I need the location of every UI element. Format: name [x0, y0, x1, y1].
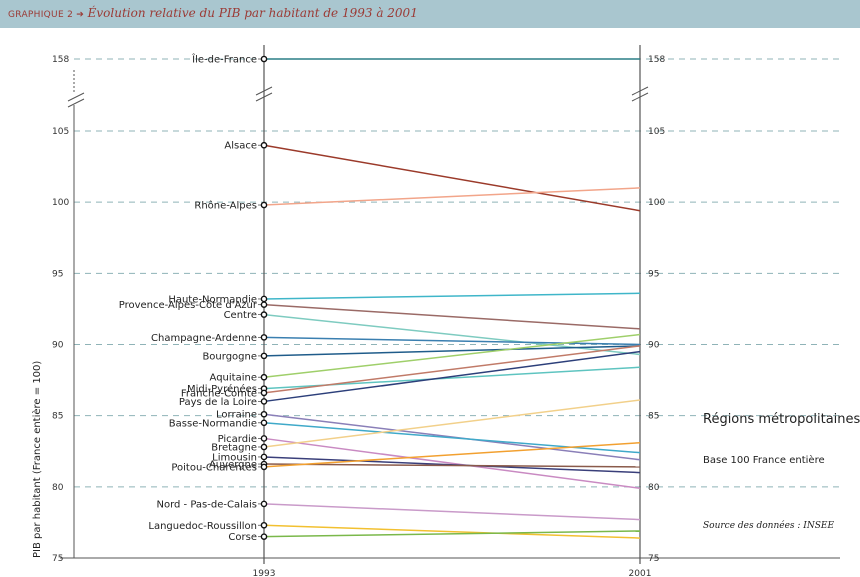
start-marker-21	[260, 533, 268, 540]
y-tick-left-95: 95	[52, 269, 63, 279]
series-line-13	[263, 422, 641, 454]
axis-break-mark-a-0	[67, 92, 85, 102]
y-tick-right-158: 158	[648, 55, 665, 65]
region-label-5: Centre	[224, 310, 257, 321]
start-marker-18	[260, 463, 268, 471]
series-line-8	[263, 333, 641, 378]
region-label-21: Corse	[228, 532, 257, 543]
series-line-2	[263, 187, 641, 206]
axis-break-mark-a-2	[631, 86, 649, 96]
axes	[60, 45, 840, 564]
series-line-6	[263, 336, 641, 346]
region-label-1: Alsace	[224, 141, 257, 152]
start-marker-10	[260, 389, 268, 397]
y-tick-right-80: 80	[648, 483, 660, 493]
region-label-15: Bretagne	[211, 442, 257, 453]
region-label-4: Provence-Alpes-Côte d'Azur	[119, 299, 258, 311]
banner-prefix: GRAPHIQUE 2 ➔	[8, 10, 85, 20]
series-line-1	[263, 144, 641, 212]
start-marker-3	[260, 295, 268, 303]
y-tick-left-105: 105	[52, 127, 69, 137]
y-tick-right-105: 105	[648, 127, 665, 137]
banner-text: GRAPHIQUE 2 ➔ Évolution relative du PIB …	[8, 6, 418, 20]
series-line-3	[263, 292, 641, 300]
start-marker-14	[260, 435, 268, 442]
series-line-7	[263, 345, 641, 357]
region-label-13: Basse-Normandie	[169, 418, 257, 429]
start-marker-1	[260, 141, 268, 149]
region-label-17: Auvergne	[209, 460, 257, 471]
region-label-7: Bourgogne	[202, 351, 257, 362]
y-tick-left-85: 85	[52, 412, 63, 422]
start-marker-4	[260, 301, 268, 308]
y-tick-right-95: 95	[648, 269, 659, 279]
region-label-0: Île-de-France	[191, 53, 257, 66]
x-label-1993: 1993	[253, 569, 276, 577]
series-line-14	[263, 437, 641, 490]
x-label-2001: 2001	[629, 569, 652, 577]
region-label-20: Languedoc-Roussillon	[148, 521, 257, 532]
series-line-17	[263, 463, 641, 468]
region-label-10: Franche-Comté	[181, 387, 257, 399]
series-line-20	[263, 524, 641, 539]
chart-banner: GRAPHIQUE 2 ➔ Évolution relative du PIB …	[0, 0, 860, 28]
series-line-4	[263, 303, 641, 330]
start-marker-8	[260, 373, 268, 381]
series-line-10	[263, 345, 641, 394]
region-label-3: Haute-Normandie	[168, 294, 257, 305]
y-tick-right-90: 90	[648, 341, 660, 351]
region-label-8: Aquitaine	[210, 373, 257, 384]
start-marker-6	[260, 334, 268, 341]
start-marker-12	[260, 410, 268, 418]
y-tick-left-100: 100	[52, 198, 69, 208]
y-tick-left-90: 90	[52, 341, 64, 351]
series-lines	[258, 58, 641, 539]
start-marker-2	[260, 201, 268, 209]
start-marker-5	[260, 311, 268, 318]
axis-break-mark-b-0	[67, 98, 85, 108]
series-line-19	[263, 503, 641, 521]
legend-title: Régions métropolitaines	[703, 412, 860, 427]
region-label-11: Pays de la Loire	[179, 397, 257, 408]
region-label-19: Nord - Pas-de-Calais	[157, 499, 258, 510]
y-tick-left-75: 75	[52, 554, 63, 564]
axis-break-mark-a-1	[255, 86, 273, 96]
data-source-note: Source des données : INSEE	[703, 521, 835, 531]
start-marker-15	[260, 443, 268, 451]
start-marker-16	[260, 453, 268, 461]
region-label-14: Picardie	[218, 434, 257, 445]
y-tick-right-85: 85	[648, 412, 659, 422]
series-line-21	[263, 530, 641, 538]
start-marker-13	[260, 419, 268, 427]
region-label-9: Midi-Pyrénées	[187, 383, 257, 395]
region-label-6: Champagne-Ardenne	[151, 333, 257, 344]
y-tick-left-158: 158	[52, 55, 69, 65]
y-tick-left-80: 80	[52, 483, 64, 493]
start-marker-0	[260, 55, 268, 63]
start-marker-11	[260, 398, 268, 405]
chart-title: Évolution relative du PIB par habitant d…	[87, 6, 418, 20]
series-line-11	[263, 350, 641, 403]
gridlines	[74, 58, 840, 488]
axis-break-mark-b-2	[631, 92, 649, 102]
start-marker-20	[260, 521, 268, 529]
start-marker-7	[260, 352, 268, 360]
region-labels: 75 75 80 80 85 85 90 90 95 95 100 100 105 105 158 158 19…	[31, 53, 665, 577]
start-marker-19	[260, 500, 268, 508]
y-axis-title: PIB par habitant (France entière = 100)	[31, 361, 43, 558]
region-label-16: Limousin	[212, 452, 257, 463]
region-label-2: Rhône-Alpes	[194, 200, 257, 212]
legend-base-note: Base 100 France entière	[703, 455, 825, 466]
y-tick-right-100: 100	[648, 198, 665, 208]
region-label-12: Lorraine	[216, 410, 257, 421]
region-label-18: Poitou-Charentes	[171, 462, 257, 473]
y-tick-right-75: 75	[648, 554, 659, 564]
axis-break-mark-b-1	[255, 92, 273, 102]
series-line-5	[263, 313, 641, 356]
series-line-18	[263, 441, 641, 468]
series-line-15	[263, 399, 641, 448]
start-markers	[260, 55, 268, 540]
